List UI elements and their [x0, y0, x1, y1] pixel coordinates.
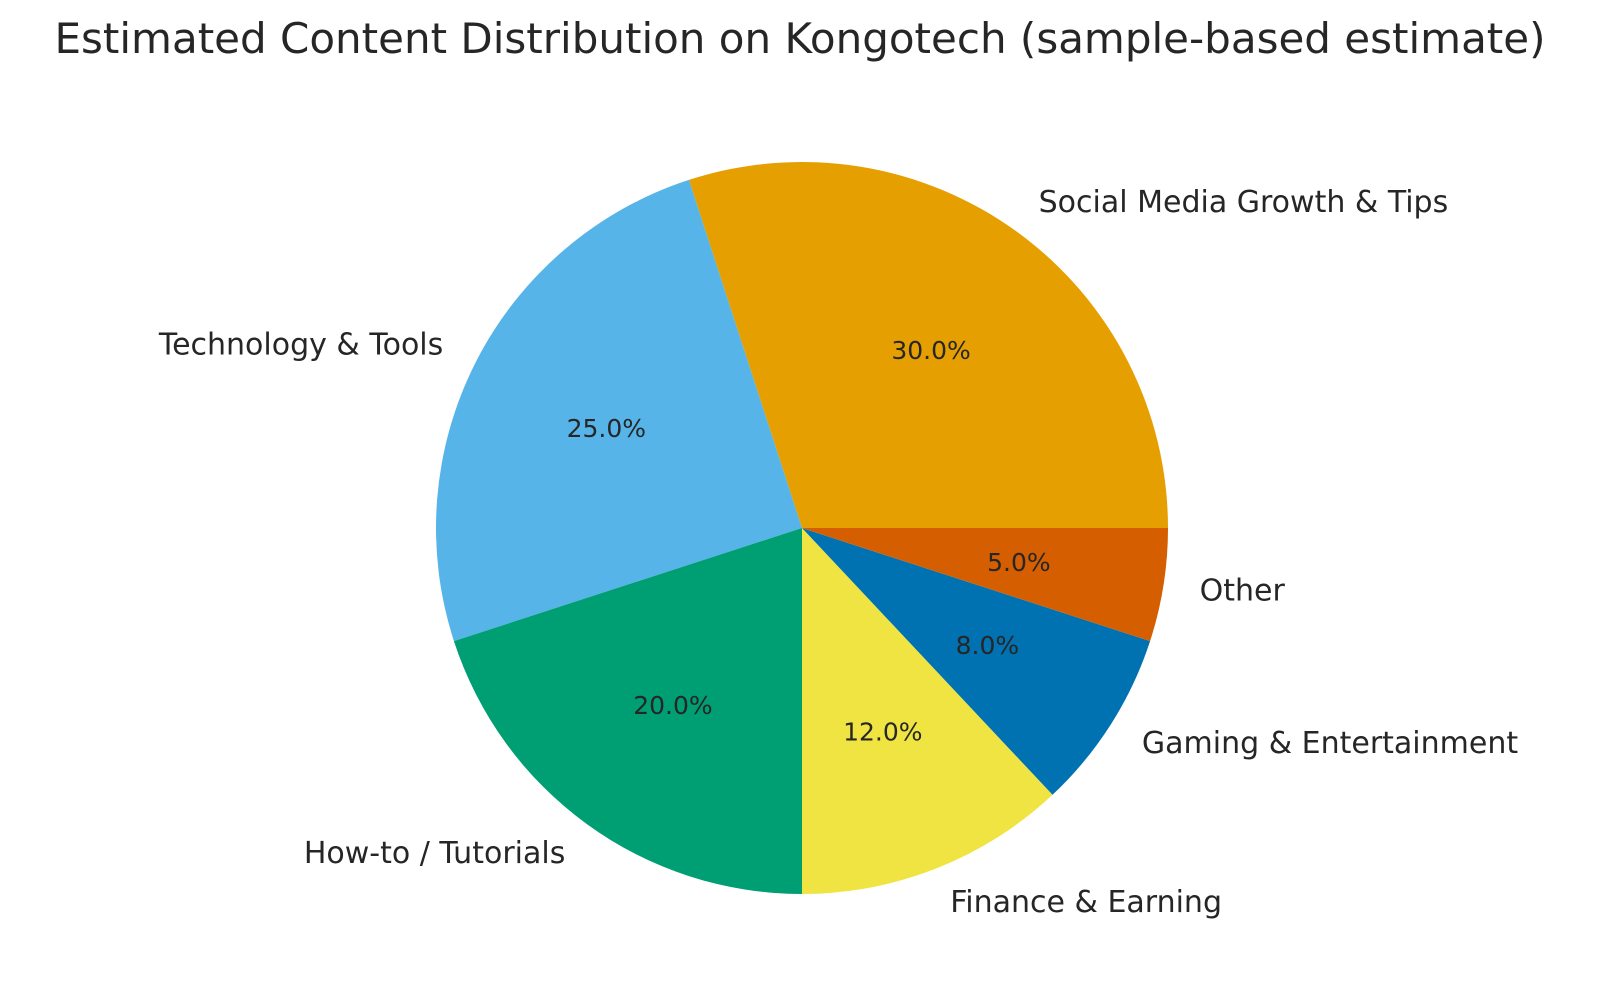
pie-slice-finance-earning — [802, 528, 1053, 894]
chart-title: Estimated Content Distribution on Kongot… — [54, 14, 1545, 63]
pie-category-label-other: Other — [1200, 573, 1286, 608]
pie-category-labels: Social Media Growth & Tips Technology & T… — [158, 185, 1518, 920]
pie-percent-label-other: 5.0% — [987, 548, 1051, 577]
pie-category-label-how-to-tutorials: How-to / Tutorials — [304, 836, 566, 871]
pie-percent-label-how-to-tutorials: 20.0% — [633, 691, 712, 720]
pie-percent-label-social-media-growth-tips: 30.0% — [891, 336, 970, 365]
pie-slice-technology-tools — [435, 179, 802, 642]
pie-slice-gaming-entertainment — [802, 528, 1151, 795]
pie-slice-social-media-growth-tips — [688, 161, 1168, 528]
pie-category-label-social-media-growth-tips: Social Media Growth & Tips — [1039, 185, 1449, 220]
pie-percent-labels: 30.0% 25.0% 20.0% 12.0% 8.0% 5.0% — [567, 336, 1051, 747]
pie-slice-other — [802, 528, 1168, 642]
pie-category-label-finance-earning: Finance & Earning — [950, 885, 1222, 920]
pie-percent-label-technology-tools: 25.0% — [567, 414, 646, 443]
pie-slices — [435, 161, 1168, 894]
pie-category-label-gaming-entertainment: Gaming & Entertainment — [1142, 726, 1518, 761]
pie-percent-label-finance-earning: 12.0% — [843, 718, 922, 747]
pie-percent-label-gaming-entertainment: 8.0% — [956, 631, 1020, 660]
pie-slice-how-to-tutorials — [453, 528, 802, 894]
pie-category-label-technology-tools: Technology & Tools — [158, 328, 443, 363]
